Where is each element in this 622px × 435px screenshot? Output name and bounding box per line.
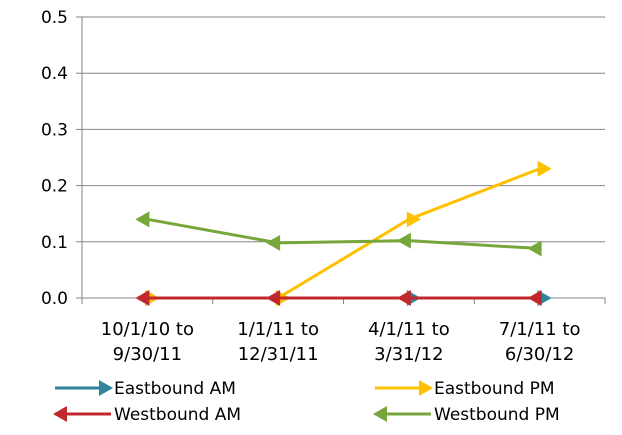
series-westbound-pm (135, 211, 542, 257)
data-point (135, 290, 150, 306)
legend-label: Eastbound AM (114, 379, 236, 399)
data-point (266, 234, 281, 251)
y-tick-label: 0.5 (41, 8, 68, 28)
x-tick-label: 1/1/11 to 12/31/11 (237, 319, 319, 365)
data-point (396, 290, 411, 306)
series-line (147, 167, 541, 300)
data-point (396, 232, 411, 249)
gridlines (82, 16, 605, 243)
data-point (537, 160, 552, 177)
legend-item: Eastbound AM (55, 379, 236, 399)
legend-item: Eastbound PM (375, 379, 555, 399)
x-tick-label: 4/1/11 to 3/31/12 (368, 319, 450, 365)
legend-item: Westbound PM (373, 405, 560, 425)
legend-label: Westbound PM (434, 405, 560, 425)
legend-swatch-marker (373, 406, 387, 422)
data-point (406, 211, 421, 228)
data-point (135, 211, 150, 228)
data-point (527, 240, 542, 257)
series-lines (135, 160, 552, 306)
y-tick-label: 0.1 (41, 233, 68, 253)
data-point (266, 290, 281, 306)
legend-swatch-marker (53, 406, 67, 422)
x-axis-ticks: 10/1/10 to 9/30/11 1/1/11 to 12/31/11 4/1/11… (81, 298, 606, 365)
series-eastbound-pm (145, 160, 552, 306)
y-tick-label: 0.4 (41, 64, 68, 84)
legend-label: Eastbound PM (434, 379, 555, 399)
x-tick-label: 10/1/10 to 9/30/11 (101, 319, 194, 365)
x-tick-label: 7/1/11 to 6/30/12 (499, 319, 581, 365)
series-westbound-am (135, 290, 542, 306)
legend-swatch-marker (99, 380, 113, 396)
legend: Eastbound AM Eastbound PM Westbound AM West… (53, 379, 560, 425)
y-axis-ticks: 0.0 0.1 0.2 0.3 0.4 0.5 (41, 8, 82, 309)
legend-label: Westbound AM (114, 405, 241, 425)
y-tick-label: 0.2 (41, 177, 68, 197)
data-point (527, 290, 542, 306)
legend-item: Westbound AM (53, 405, 241, 425)
y-tick-label: 0.0 (41, 289, 68, 309)
y-tick-label: 0.3 (41, 120, 68, 140)
axes (81, 17, 605, 299)
series-line (147, 217, 540, 251)
legend-swatch-marker (419, 380, 433, 396)
